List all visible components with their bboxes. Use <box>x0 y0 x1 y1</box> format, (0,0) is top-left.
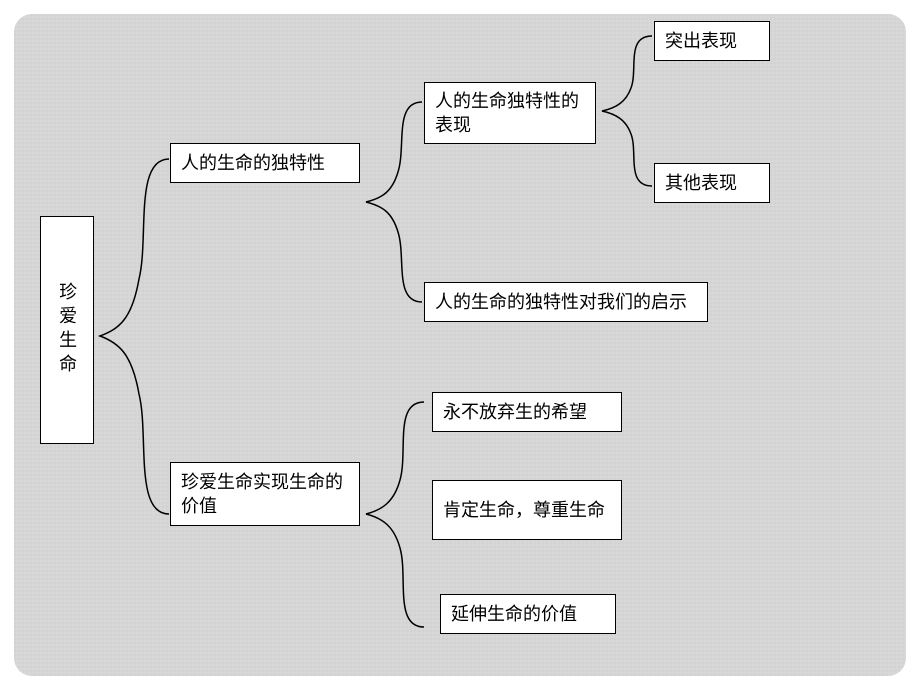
diagram-canvas: 珍爱生命 人的生命的独特性 珍爱生命实现生命的价值 人的生命独特性的表现 人的生… <box>14 14 906 676</box>
node-l3-1: 突出表现 <box>654 21 770 61</box>
node-l2b-2-label: 肯定生命，尊重生命 <box>443 498 605 522</box>
node-l2b-3: 延伸生命的价值 <box>440 594 616 634</box>
node-l2a-2: 人的生命的独特性对我们的启示 <box>424 282 708 322</box>
node-l3-2-label: 其他表现 <box>665 171 737 195</box>
node-root: 珍爱生命 <box>40 216 94 444</box>
node-l3-2: 其他表现 <box>654 163 770 203</box>
node-l1-a: 人的生命的独特性 <box>170 143 360 183</box>
node-l1-a-label: 人的生命的独特性 <box>181 151 325 175</box>
node-l3-1-label: 突出表现 <box>665 29 737 53</box>
brace-l1b <box>360 402 430 627</box>
node-l2a-1-label: 人的生命独特性的表现 <box>435 89 585 138</box>
node-l2b-3-label: 延伸生命的价值 <box>451 602 577 626</box>
node-l1-b: 珍爱生命实现生命的价值 <box>170 462 360 526</box>
node-l1-b-label: 珍爱生命实现生命的价值 <box>181 470 349 519</box>
brace-root <box>94 159 174 514</box>
node-l2a-2-label: 人的生命的独特性对我们的启示 <box>435 290 687 314</box>
node-l2b-1-label: 永不放弃生的希望 <box>443 400 587 424</box>
node-l2b-2: 肯定生命，尊重生命 <box>432 480 622 540</box>
node-l2a-1: 人的生命独特性的表现 <box>424 82 596 144</box>
node-l2b-1: 永不放弃生的希望 <box>432 392 622 432</box>
brace-l1a <box>360 102 428 302</box>
node-root-label: 珍爱生命 <box>55 282 79 378</box>
brace-l2a1 <box>596 36 658 186</box>
